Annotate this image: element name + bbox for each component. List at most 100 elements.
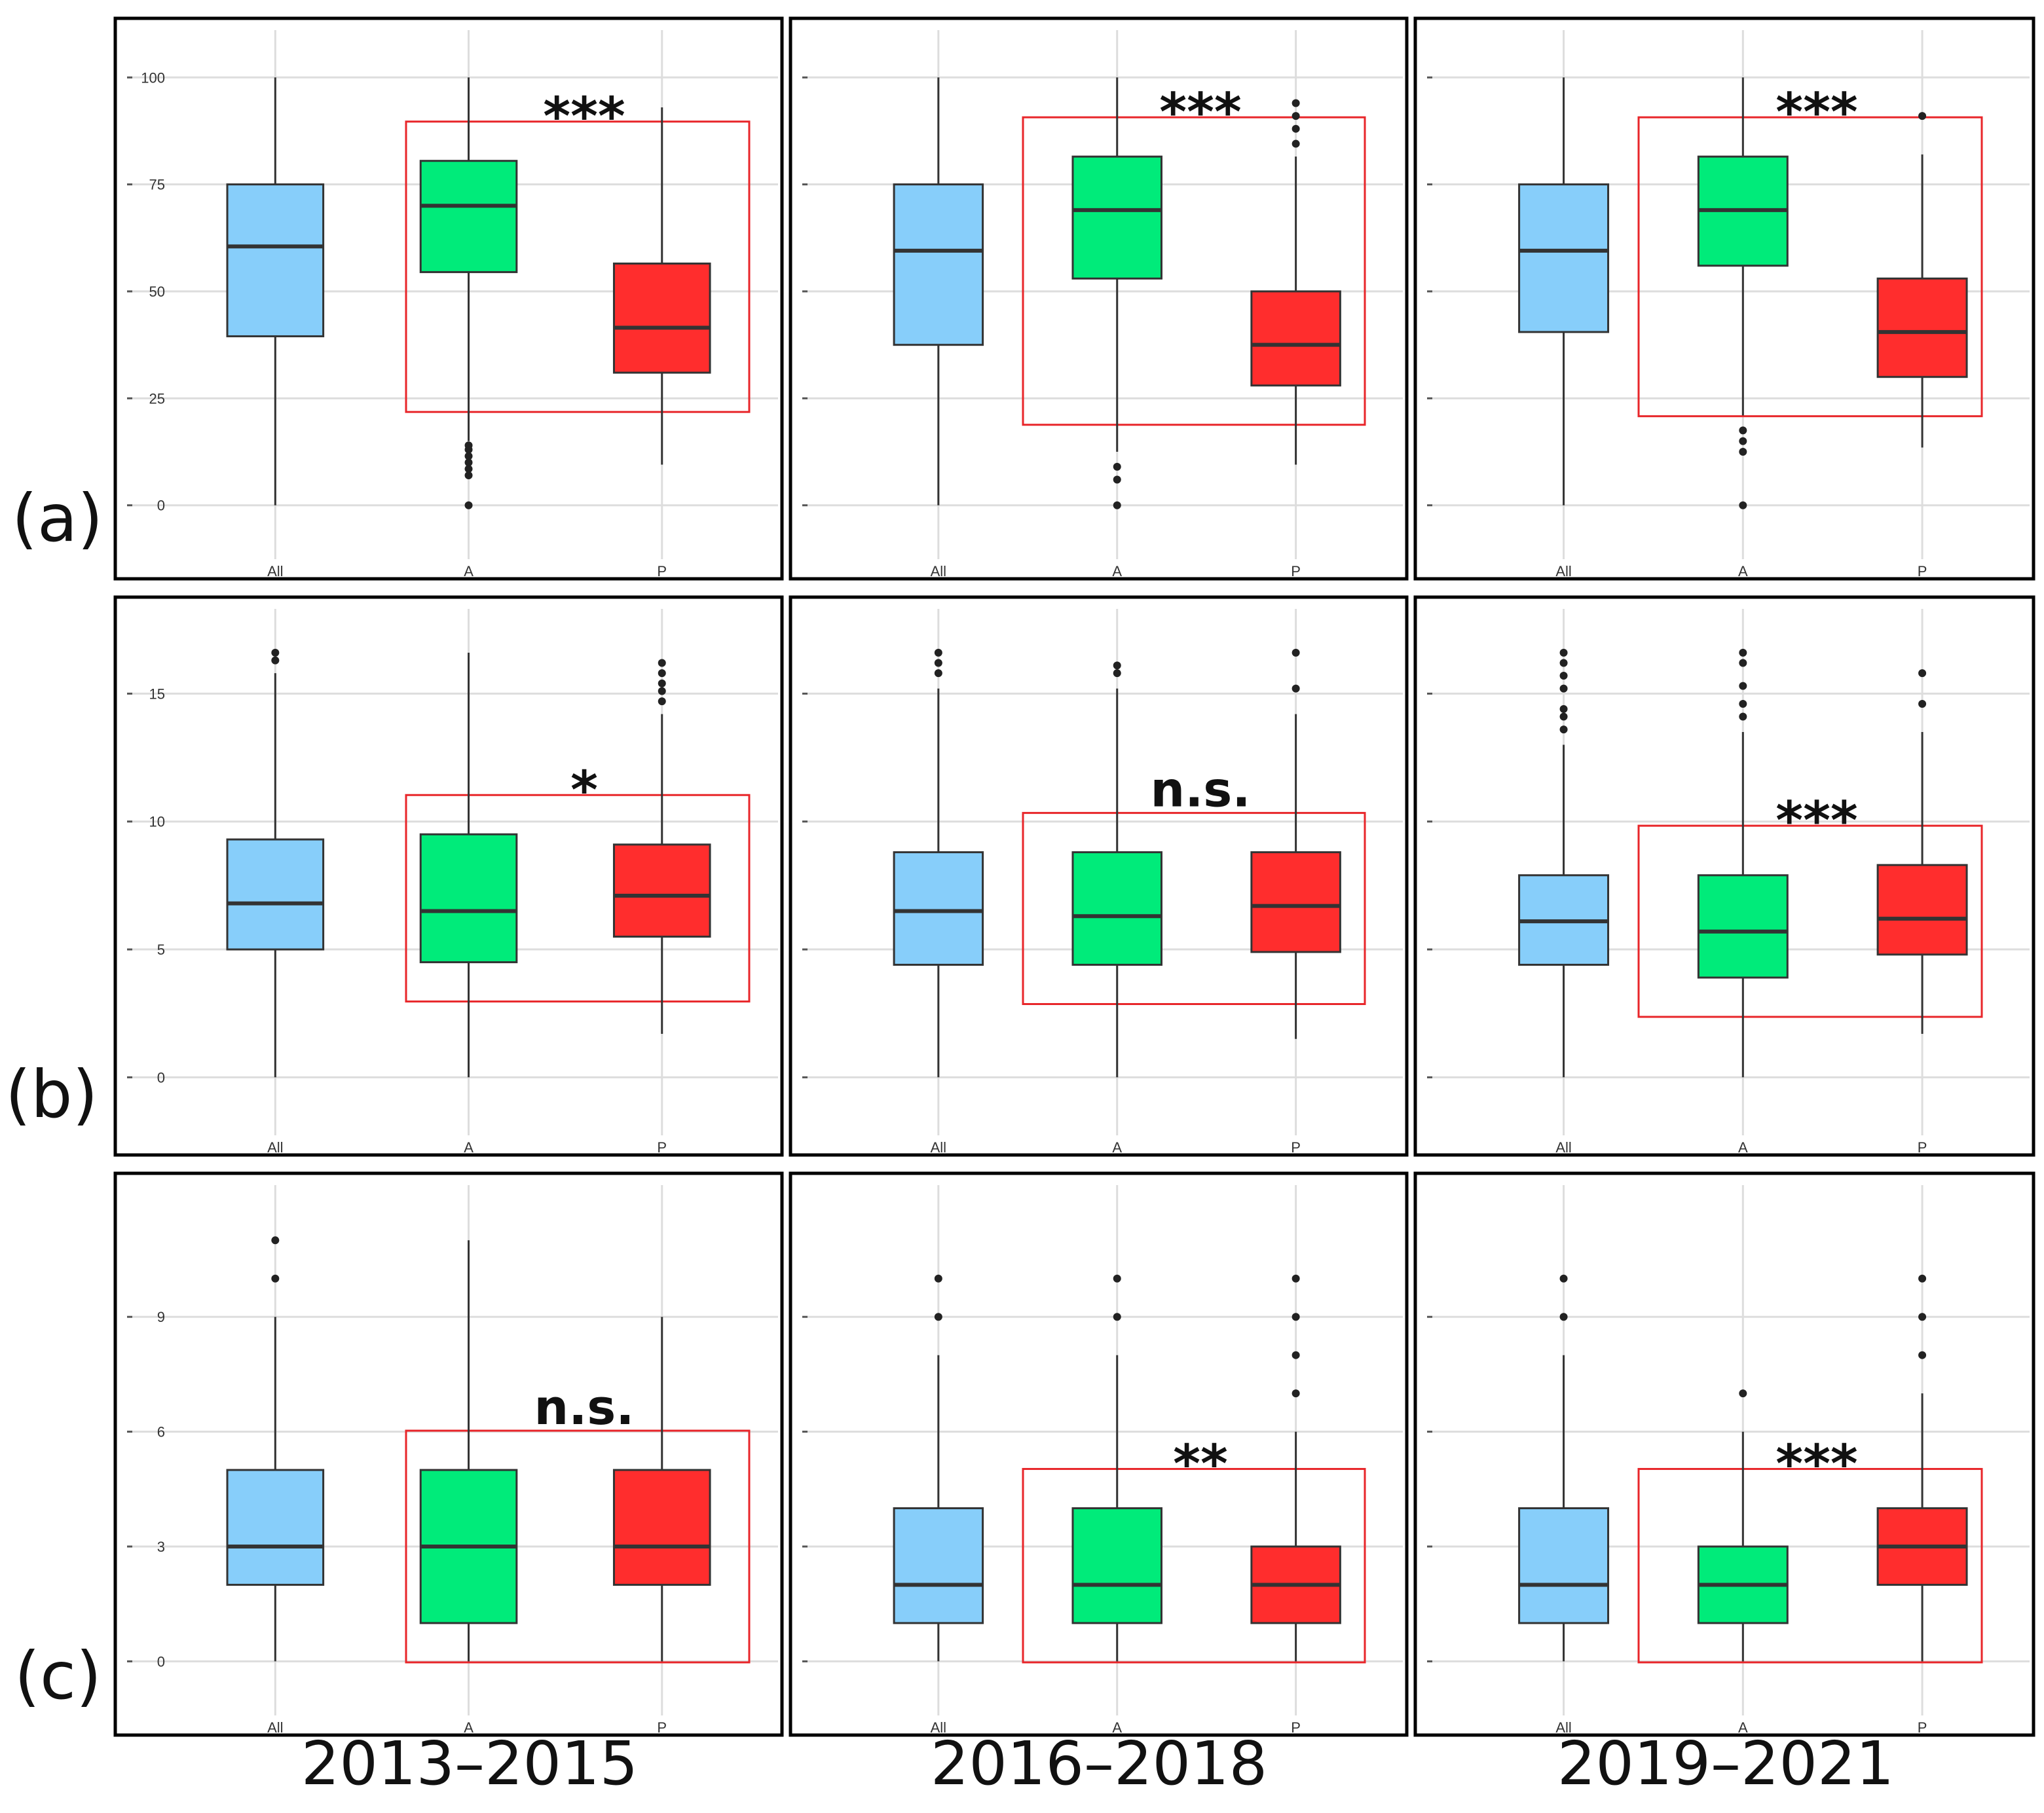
significance-label: n.s. (534, 1380, 635, 1436)
outlier-point (1113, 1313, 1121, 1321)
iqr-box (612, 843, 711, 938)
box-All (226, 648, 325, 1078)
panel-1-2: All A P *** (789, 16, 1409, 581)
outlier-point (1291, 1389, 1300, 1398)
outlier-point (934, 648, 942, 657)
significance-highlight-box (1022, 1468, 1366, 1664)
box-A (1071, 661, 1162, 1078)
box-A (1697, 77, 1789, 509)
outlier-point (1739, 448, 1747, 456)
outlier-point (1739, 648, 1747, 657)
outlier-point (1918, 1351, 1927, 1359)
box-A (419, 652, 518, 1078)
outlier-point (1291, 112, 1300, 120)
outlier-point (1291, 139, 1300, 148)
x-tick-label: A (464, 563, 474, 579)
period-label-2016-2018: 2016–2018 (930, 1729, 1268, 1799)
outlier-point (1559, 712, 1568, 721)
significance-highlight-box (1022, 116, 1366, 426)
significance-label: *** (1159, 82, 1242, 143)
panel-1-3: All A P *** (1413, 16, 2035, 581)
box-All (1518, 1274, 1610, 1662)
outlier-point (1113, 661, 1121, 670)
x-tick-label: All (1555, 1139, 1571, 1156)
box-All (226, 1236, 325, 1662)
box-All (1518, 77, 1610, 505)
outlier-point (271, 656, 280, 665)
outlier-point (464, 441, 473, 450)
y-tick-label: 25 (149, 390, 165, 407)
panel-3-1: 0 3 6 9 All A Pn.s. (113, 1171, 784, 1737)
panel-frame (789, 1171, 1409, 1737)
outlier-point (1559, 705, 1568, 713)
x-tick-label: P (657, 1719, 667, 1736)
significance-label: *** (1775, 1434, 1858, 1495)
outlier-point (1559, 1274, 1568, 1283)
panel-2-3: All A P *** (1413, 595, 2035, 1157)
panel-frame (789, 595, 1409, 1157)
iqr-box (419, 833, 518, 964)
box-P (1876, 112, 1968, 448)
outlier-point (1113, 475, 1121, 484)
panel-frame (1413, 16, 2035, 581)
iqr-box (1250, 290, 1341, 387)
outlier-point (1559, 725, 1568, 734)
outlier-point (1559, 672, 1568, 680)
x-tick-label: P (657, 1139, 667, 1156)
panel-frame (1413, 595, 2035, 1157)
box-A (1071, 1274, 1162, 1662)
iqr-box (226, 183, 325, 338)
outlier-point (1291, 684, 1300, 693)
outlier-point (1918, 1313, 1927, 1321)
box-P (612, 1317, 711, 1662)
outlier-point (1291, 99, 1300, 107)
outlier-point (1918, 700, 1927, 708)
iqr-box (612, 263, 711, 374)
outlier-point (1739, 1389, 1747, 1398)
y-tick-label: 50 (149, 284, 165, 300)
x-tick-label: A (1738, 563, 1748, 579)
x-tick-label: All (931, 563, 946, 579)
x-tick-label: A (1112, 1719, 1122, 1736)
x-tick-label: P (1918, 563, 1927, 579)
box-P (1250, 99, 1341, 465)
iqr-box (1071, 1507, 1162, 1624)
outlier-point (1291, 648, 1300, 657)
outlier-point (1739, 659, 1747, 667)
outlier-point (658, 697, 666, 706)
y-tick-label: 10 (149, 814, 165, 830)
outlier-point (1739, 437, 1747, 445)
outlier-point (464, 471, 473, 479)
x-tick-label: A (1738, 1719, 1748, 1736)
x-tick-label: P (1291, 563, 1301, 579)
x-tick-label: P (1918, 1139, 1927, 1156)
outlier-point (464, 501, 473, 509)
box-All (893, 648, 984, 1078)
iqr-box (419, 160, 518, 274)
y-tick-label: 75 (149, 177, 165, 193)
iqr-box (1250, 851, 1341, 953)
outlier-point (1291, 124, 1300, 133)
x-tick-label: P (1291, 1719, 1301, 1736)
panel-frame (113, 1171, 784, 1737)
period-label-2013-2015: 2013–2015 (301, 1729, 639, 1799)
significance-highlight-box (405, 794, 751, 1003)
outlier-point (658, 679, 666, 687)
outlier-point (934, 1274, 942, 1283)
row-label-a: (a) (12, 480, 103, 557)
outlier-point (1739, 712, 1747, 721)
significance-highlight-box (1637, 824, 1983, 1018)
outlier-point (271, 1274, 280, 1283)
y-tick-label: 100 (141, 69, 165, 86)
iqr-box (1518, 183, 1610, 333)
iqr-box (893, 183, 984, 346)
x-tick-label: All (267, 1139, 283, 1156)
row-label-c: (c) (14, 1638, 102, 1714)
box-All (893, 1274, 984, 1662)
panel-2-2: All A Pn.s. (789, 595, 1409, 1157)
y-tick-label: 3 (157, 1539, 165, 1555)
iqr-box (893, 851, 984, 966)
outlier-point (1113, 1274, 1121, 1283)
